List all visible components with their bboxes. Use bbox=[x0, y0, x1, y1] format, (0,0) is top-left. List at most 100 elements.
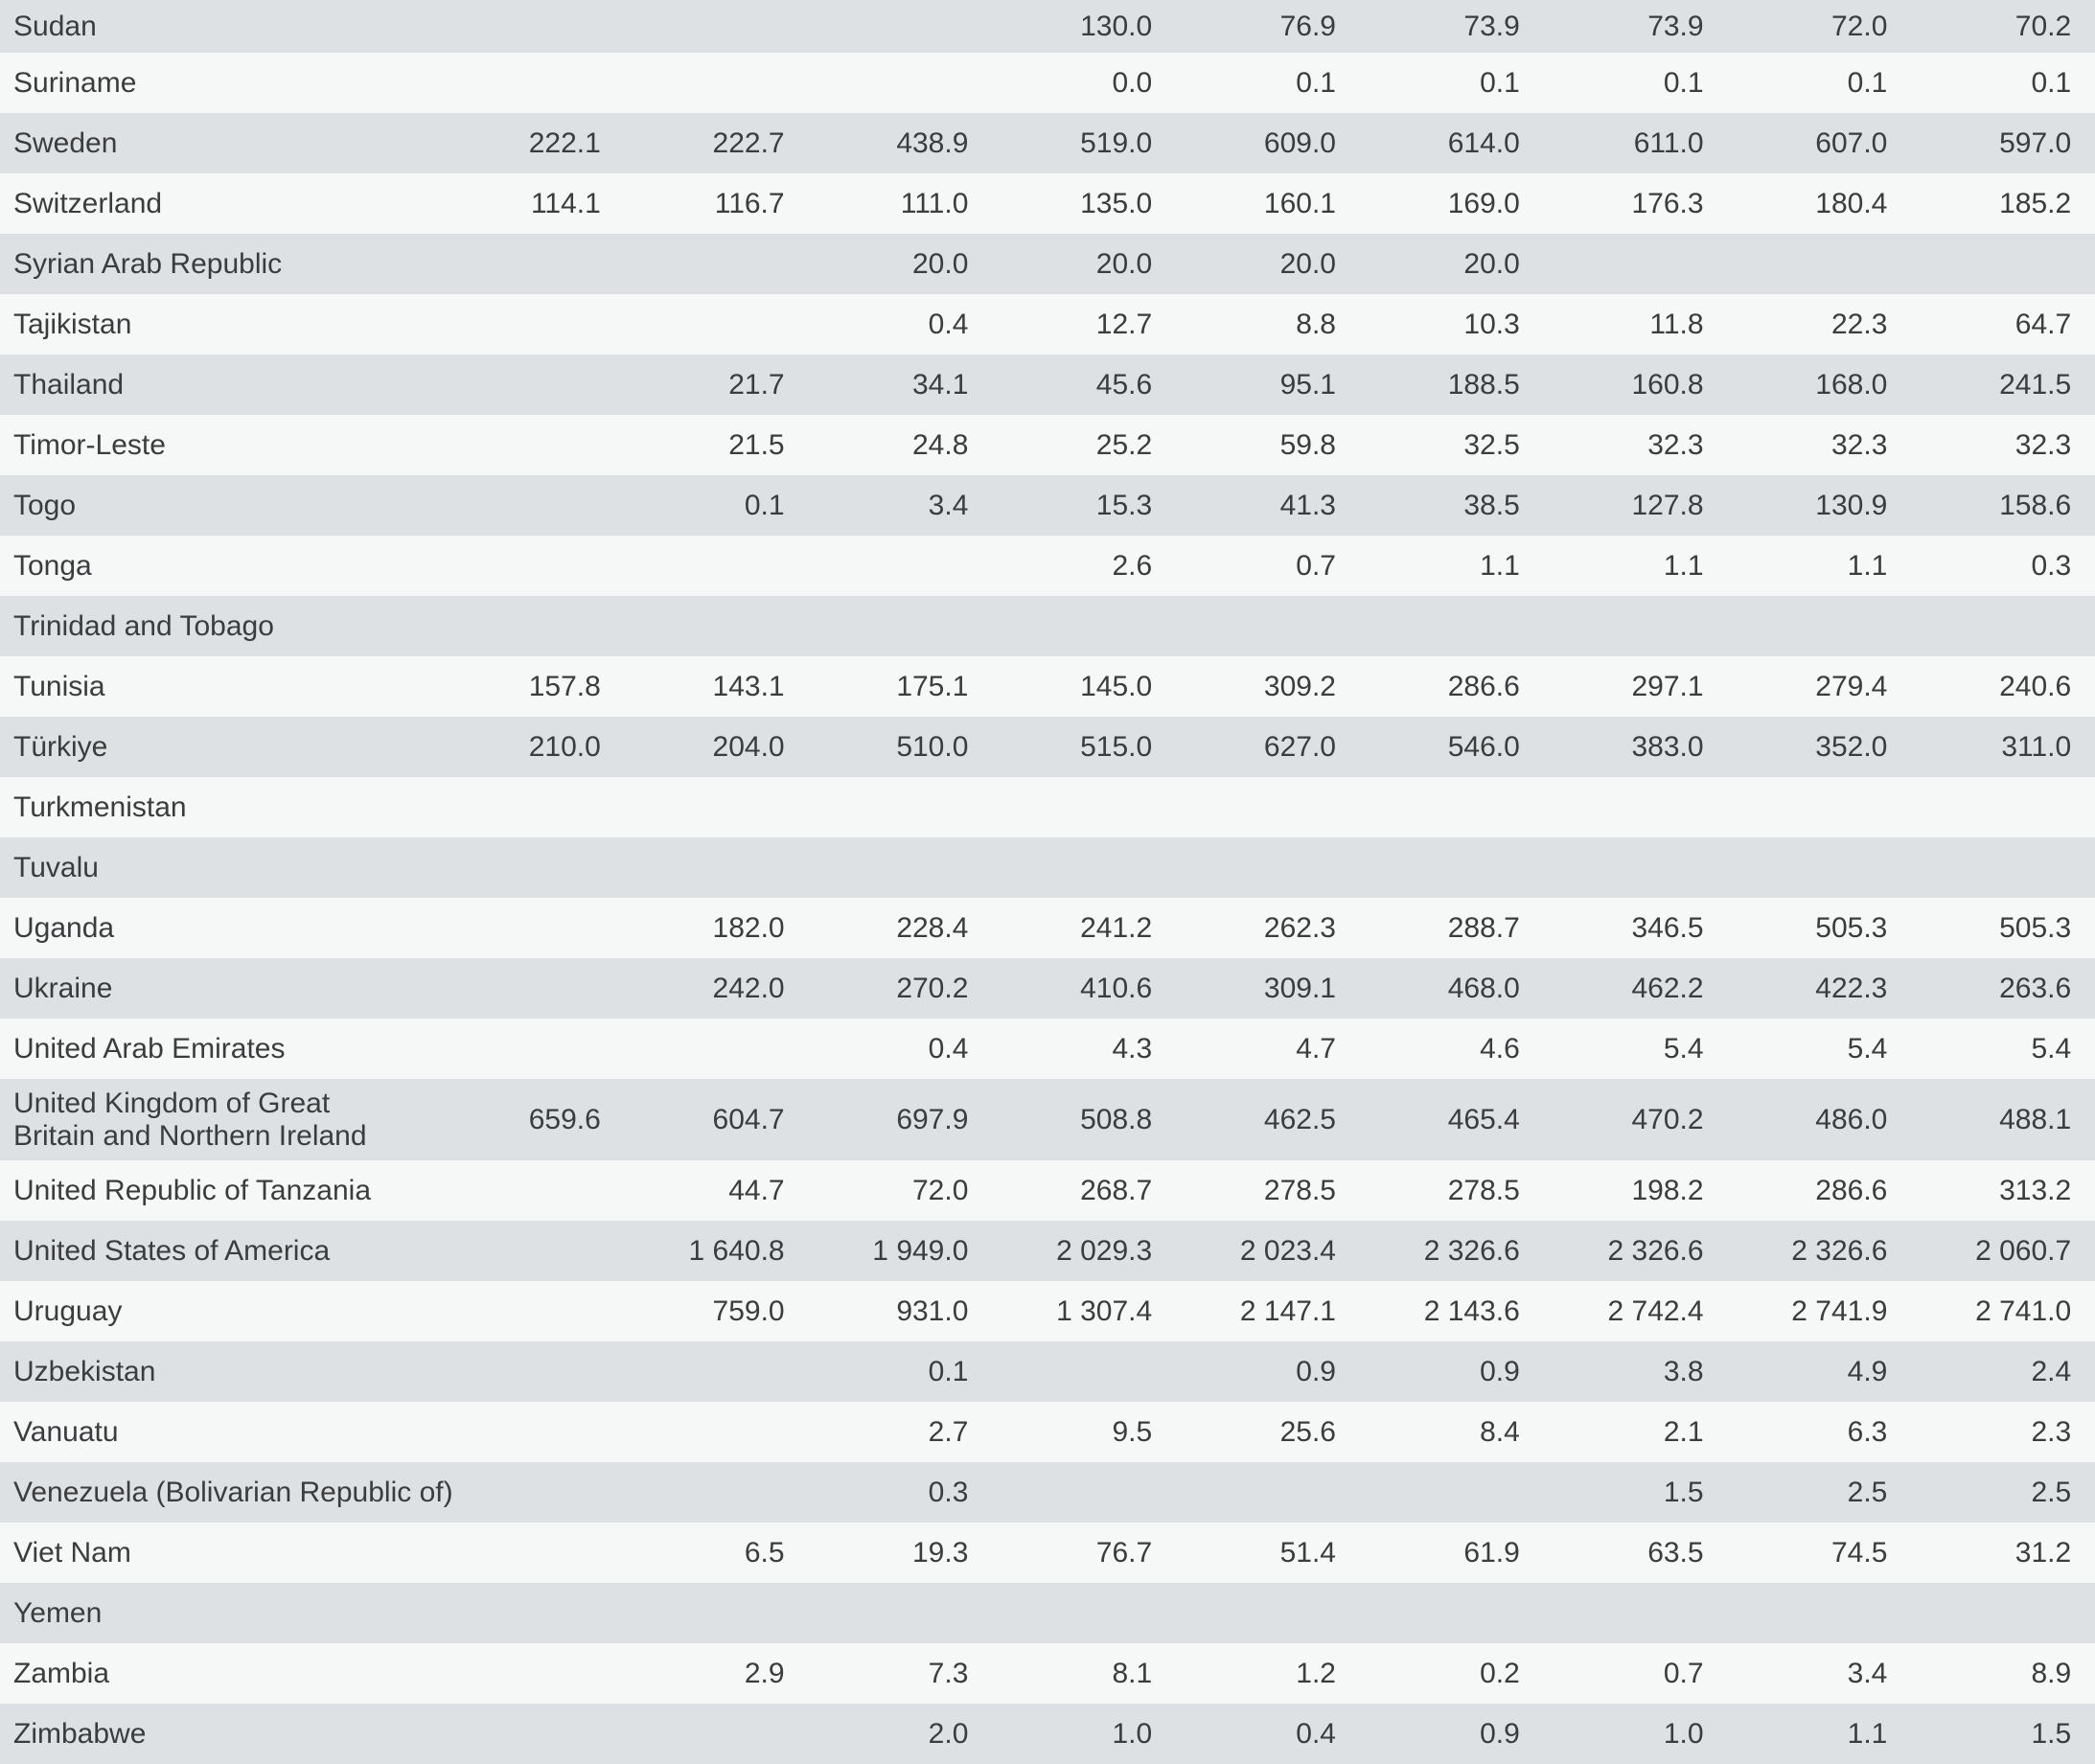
value-cell: 11.8 bbox=[1649, 308, 1704, 340]
value-cell: 0.9 bbox=[1296, 1355, 1336, 1387]
table-row: Togo 0.1 3.4 15.3 41.3 38.5 127.8 130.9 158.6 bbox=[0, 475, 2095, 536]
value-cell: 508.8 bbox=[1080, 1103, 1153, 1135]
value-cell: 157.8 bbox=[528, 670, 601, 702]
value-cell: 1.0 bbox=[1663, 1717, 1704, 1750]
value-cell: 268.7 bbox=[1080, 1174, 1153, 1206]
value-cell bbox=[625, 294, 809, 355]
value-cell: 383.0 bbox=[1631, 730, 1704, 763]
country-name-cell: Yemen bbox=[13, 1596, 103, 1629]
value-cell: 2.7 bbox=[928, 1415, 969, 1448]
country-name-cell: United Republic of Tanzania bbox=[13, 1174, 372, 1206]
table-row: Trinidad and Tobago bbox=[0, 596, 2095, 656]
value-cell: 204.0 bbox=[712, 730, 785, 763]
table-row: Uruguay 759.0 931.0 1 307.4 2 147.1 2 143.6 2 … bbox=[0, 1281, 2095, 1341]
value-cell: 422.3 bbox=[1815, 972, 1888, 1004]
value-cell: 20.0 bbox=[1463, 247, 1520, 280]
value-cell: 2.4 bbox=[2031, 1355, 2072, 1387]
value-cell: 143.1 bbox=[712, 670, 785, 702]
value-cell: 32.3 bbox=[1647, 428, 1704, 461]
value-cell: 32.3 bbox=[2014, 428, 2072, 461]
value-cell: 0.7 bbox=[1663, 1657, 1704, 1689]
value-cell bbox=[992, 1462, 1176, 1523]
value-cell: 352.0 bbox=[1815, 730, 1888, 763]
value-cell: 20.0 bbox=[912, 247, 969, 280]
value-cell bbox=[1176, 837, 1360, 898]
value-cell bbox=[441, 53, 625, 113]
value-cell: 1.5 bbox=[2031, 1717, 2072, 1750]
value-cell bbox=[1728, 596, 1912, 656]
country-name-cell: Suriname bbox=[13, 66, 137, 99]
value-cell bbox=[441, 234, 625, 294]
value-cell bbox=[625, 596, 809, 656]
country-name-cell: Tonga bbox=[13, 549, 92, 582]
value-cell: 2.5 bbox=[1847, 1476, 1888, 1508]
value-cell: 659.6 bbox=[528, 1103, 601, 1135]
value-cell: 2 326.6 bbox=[1423, 1234, 1520, 1267]
value-cell: 10.3 bbox=[1463, 308, 1520, 340]
value-cell: 759.0 bbox=[712, 1294, 785, 1327]
value-cell: 111.0 bbox=[900, 187, 969, 219]
value-cell bbox=[1360, 1583, 1544, 1643]
value-cell: 7.3 bbox=[928, 1657, 969, 1689]
value-cell: 3.8 bbox=[1663, 1355, 1704, 1387]
value-cell bbox=[1728, 1583, 1912, 1643]
value-cell: 486.0 bbox=[1815, 1103, 1888, 1135]
value-cell: 0.7 bbox=[1296, 549, 1336, 582]
value-cell: 0.1 bbox=[2031, 66, 2072, 99]
value-cell bbox=[625, 53, 809, 113]
country-name-cell: Viet Nam bbox=[13, 1536, 131, 1569]
value-cell bbox=[441, 837, 625, 898]
value-cell: 20.0 bbox=[1279, 247, 1336, 280]
value-cell bbox=[625, 1019, 809, 1079]
table-row: Uganda 182.0 228.4 241.2 262.3 288.7 346.5 505.… bbox=[0, 898, 2095, 958]
value-cell: 2 741.0 bbox=[1975, 1294, 2072, 1327]
country-name-cell: United Arab Emirates bbox=[13, 1032, 286, 1065]
value-cell: 188.5 bbox=[1447, 368, 1520, 401]
value-cell: 21.7 bbox=[728, 368, 785, 401]
value-cell: 241.5 bbox=[1999, 368, 2072, 401]
value-cell: 597.0 bbox=[1999, 126, 2072, 159]
value-cell: 22.3 bbox=[1830, 308, 1888, 340]
value-cell: 1 640.8 bbox=[688, 1234, 785, 1267]
value-cell: 313.2 bbox=[1999, 1174, 2072, 1206]
value-cell: 4.3 bbox=[1112, 1032, 1153, 1065]
value-cell bbox=[441, 415, 625, 475]
value-cell: 0.1 bbox=[744, 489, 785, 521]
table-row: Syrian Arab Republic 20.0 20.0 20.0 20.0 bbox=[0, 234, 2095, 294]
value-cell: 70.2 bbox=[2014, 10, 2072, 42]
value-cell: 19.3 bbox=[912, 1536, 969, 1569]
value-cell bbox=[992, 1341, 1176, 1402]
value-cell: 604.7 bbox=[712, 1103, 785, 1135]
value-cell: 21.5 bbox=[728, 428, 785, 461]
value-cell: 1 307.4 bbox=[1056, 1294, 1153, 1327]
value-cell bbox=[809, 53, 993, 113]
value-cell bbox=[441, 1402, 625, 1462]
value-cell: 1.1 bbox=[1480, 549, 1520, 582]
value-cell: 160.8 bbox=[1631, 368, 1704, 401]
value-cell bbox=[441, 1704, 625, 1764]
value-cell: 114.1 bbox=[530, 187, 601, 219]
value-cell: 130.0 bbox=[1080, 10, 1153, 42]
value-cell bbox=[809, 596, 993, 656]
value-cell: 2.9 bbox=[744, 1657, 785, 1689]
value-cell: 8.4 bbox=[1480, 1415, 1520, 1448]
value-cell: 438.9 bbox=[896, 126, 969, 159]
value-cell: 0.9 bbox=[1480, 1717, 1520, 1750]
value-cell: 346.5 bbox=[1631, 911, 1704, 944]
value-cell: 1.1 bbox=[1847, 549, 1888, 582]
value-cell bbox=[1911, 837, 2095, 898]
value-cell: 611.0 bbox=[1633, 126, 1704, 159]
value-cell: 505.3 bbox=[1815, 911, 1888, 944]
value-cell bbox=[625, 1341, 809, 1402]
value-cell: 222.7 bbox=[712, 126, 785, 159]
table-row: Turkmenistan bbox=[0, 777, 2095, 837]
value-cell: 182.0 bbox=[712, 911, 785, 944]
table-row: Uzbekistan 0.1 0.9 0.9 3.8 4.9 2.4 bbox=[0, 1341, 2095, 1402]
value-cell: 59.8 bbox=[1279, 428, 1336, 461]
value-cell: 240.6 bbox=[1999, 670, 2072, 702]
value-cell: 609.0 bbox=[1263, 126, 1336, 159]
value-cell: 95.1 bbox=[1279, 368, 1336, 401]
value-cell bbox=[809, 1583, 993, 1643]
value-cell: 2 742.4 bbox=[1607, 1294, 1704, 1327]
value-cell: 462.5 bbox=[1263, 1103, 1336, 1135]
